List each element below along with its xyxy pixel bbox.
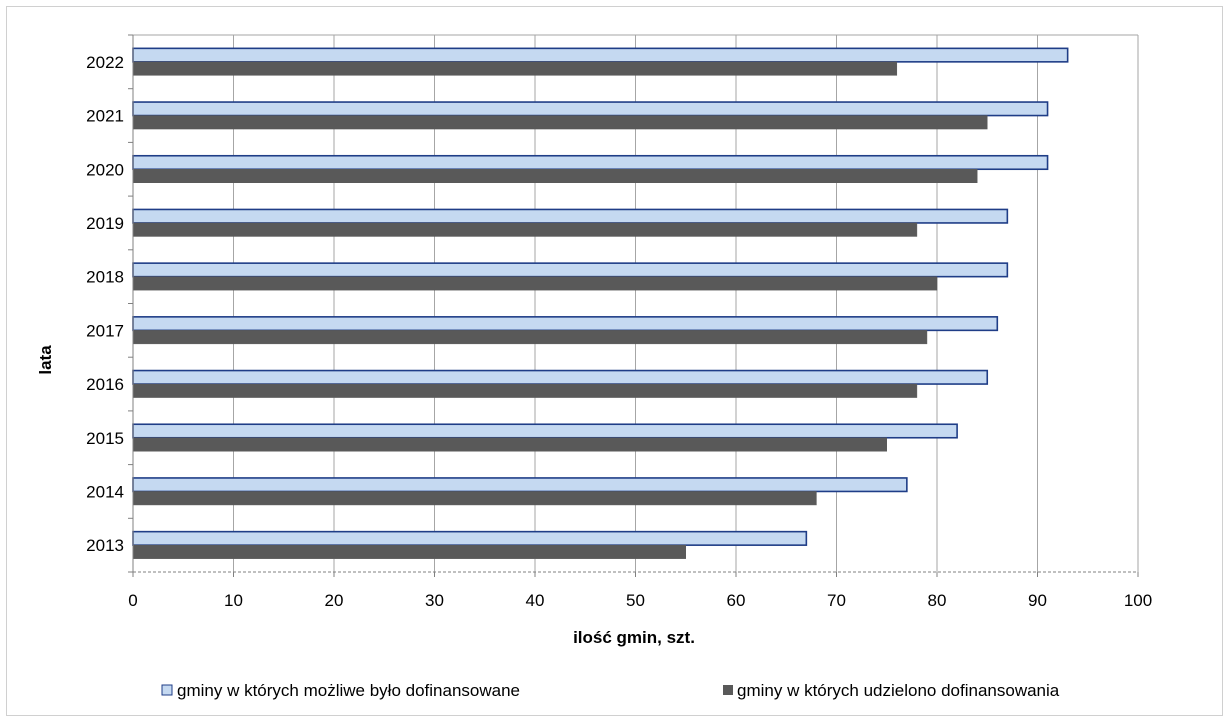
y-tick-label-2014: 2014 <box>86 482 124 501</box>
x-tick-label-90: 90 <box>1028 591 1047 610</box>
legend-label-granted: gminy w których udzielono dofinansowania <box>737 681 1060 700</box>
y-tick-label-2016: 2016 <box>86 375 124 394</box>
bars <box>132 47 1069 559</box>
bar-2017-series-0 <box>132 316 999 332</box>
y-tick-label-2017: 2017 <box>86 321 124 340</box>
y-axis-title: lata <box>36 345 55 375</box>
bar-2022-series-0 <box>132 47 1069 63</box>
y-tick-label-2013: 2013 <box>86 536 124 555</box>
bar-2016-series-1 <box>132 383 918 398</box>
bar-2017-series-1 <box>132 330 928 345</box>
bar-2014-series-0 <box>132 477 908 493</box>
x-tick-label-80: 80 <box>928 591 947 610</box>
x-tick-label-10: 10 <box>224 591 243 610</box>
bar-2021-series-0 <box>132 101 1049 117</box>
axes: 0 10 20 30 40 50 60 70 80 90 100 2013 2014 2015 2016 20… <box>86 34 1152 610</box>
y-tick-label-2020: 2020 <box>86 160 124 179</box>
bar-2020-series-1 <box>132 169 978 183</box>
x-tick-label-20: 20 <box>325 591 344 610</box>
x-tick-label-0: 0 <box>128 591 137 610</box>
legend-swatch-possible <box>161 684 173 696</box>
legend-label-possible: gminy w których możliwe było dofinansowa… <box>177 681 520 700</box>
bar-2019-series-0 <box>132 208 1009 224</box>
bar-2014-series-1 <box>132 491 817 506</box>
bar-2013-series-1 <box>132 544 686 559</box>
legend: gminy w których możliwe było dofinansowa… <box>161 681 1060 700</box>
bar-2019-series-1 <box>132 222 918 237</box>
x-tick-label-50: 50 <box>626 591 645 610</box>
bar-2022-series-1 <box>132 61 898 76</box>
bar-2021-series-1 <box>132 115 988 130</box>
bar-2016-series-0 <box>132 369 989 385</box>
y-tick-label-2018: 2018 <box>86 268 124 287</box>
y-tick-label-2019: 2019 <box>86 214 124 233</box>
x-tick-label-60: 60 <box>727 591 746 610</box>
y-tick-label-2015: 2015 <box>86 429 124 448</box>
bar-2018-series-0 <box>132 262 1009 278</box>
legend-swatch-granted <box>723 685 733 695</box>
bar-2020-series-0 <box>132 154 1049 171</box>
y-tick-label-2021: 2021 <box>86 107 124 126</box>
bar-2013-series-0 <box>132 530 808 546</box>
bar-2015-series-1 <box>132 437 887 452</box>
x-tick-label-70: 70 <box>827 591 846 610</box>
x-tick-label-100: 100 <box>1124 591 1152 610</box>
x-tick-label-40: 40 <box>526 591 545 610</box>
x-axis-title: ilość gmin, szt. <box>573 628 695 647</box>
bar-2015-series-0 <box>132 423 958 439</box>
x-tick-label-30: 30 <box>425 591 444 610</box>
y-tick-label-2022: 2022 <box>86 53 124 72</box>
bar-2018-series-1 <box>132 276 938 291</box>
